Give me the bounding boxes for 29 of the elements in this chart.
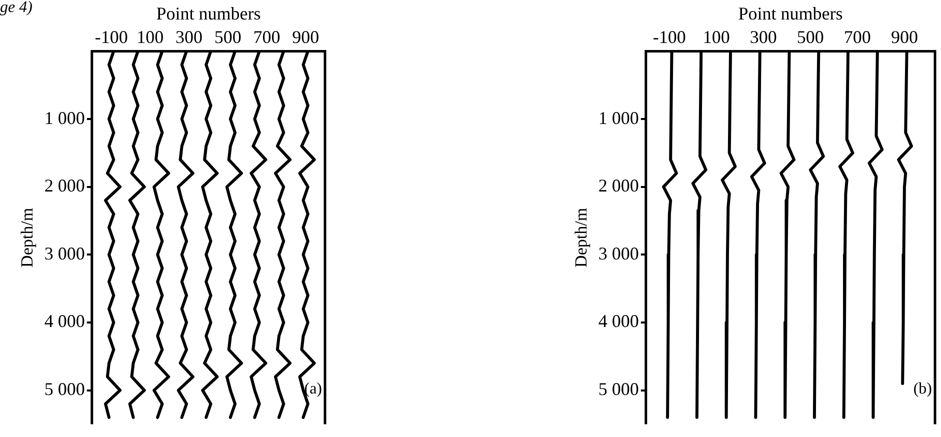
y-tick-label: 1 000 xyxy=(598,108,639,128)
x-axis-title: Point numbers xyxy=(156,4,261,24)
x-tick-label: 900 xyxy=(890,27,918,48)
y-tick-label: 2 000 xyxy=(598,176,639,196)
y-tick-label: 2 000 xyxy=(44,176,85,196)
y-tick-label: 3 000 xyxy=(44,243,85,264)
x-axis-title: Point numbers xyxy=(738,4,843,24)
y-axis-title: Depth/m xyxy=(572,208,591,268)
x-tick-label: 500 xyxy=(796,27,824,48)
y-tick-label: 1 000 xyxy=(44,108,85,128)
y-tick-label: 5 000 xyxy=(598,379,639,400)
x-tick-label: 700 xyxy=(253,27,280,48)
y-tick-label: 4 000 xyxy=(44,311,85,332)
x-tick-label: 500 xyxy=(214,27,242,48)
x-tick-label: 300 xyxy=(176,27,203,48)
y-tick-label: 3 000 xyxy=(598,243,639,264)
text: ge 4) xyxy=(0,0,32,16)
annotation: (b) xyxy=(913,380,932,398)
x-tick-label: -100 xyxy=(94,27,128,48)
y-tick-label: 4 000 xyxy=(598,311,639,332)
x-tick-label: 300 xyxy=(750,27,777,48)
x-tick-label: 100 xyxy=(136,27,164,48)
annotation: (a) xyxy=(304,380,322,398)
x-tick-label: -100 xyxy=(652,27,686,48)
y-axis-title: Depth/m xyxy=(18,208,37,268)
x-tick-label: 700 xyxy=(844,27,871,48)
y-tick-label: 5 000 xyxy=(44,379,85,400)
x-tick-label: 900 xyxy=(292,27,320,48)
x-tick-label: 100 xyxy=(702,27,730,48)
